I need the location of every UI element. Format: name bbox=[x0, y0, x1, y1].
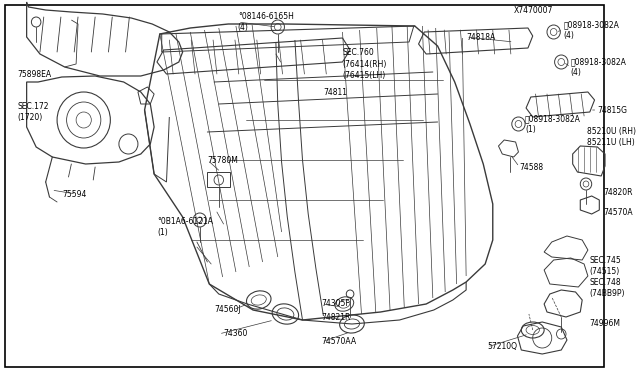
Text: SEC.745
(74515)
SEC.748
(74BB9P): SEC.745 (74515) SEC.748 (74BB9P) bbox=[590, 256, 625, 298]
Text: 74588: 74588 bbox=[520, 163, 543, 171]
Text: 74570A: 74570A bbox=[603, 208, 633, 217]
Text: 75780M: 75780M bbox=[207, 155, 238, 164]
Text: 85210U (RH)
85211U (LH): 85210U (RH) 85211U (LH) bbox=[587, 127, 636, 147]
Text: SEC.172
(1720): SEC.172 (1720) bbox=[17, 102, 49, 122]
Text: 74305F: 74305F bbox=[321, 299, 350, 308]
Text: 74996M: 74996M bbox=[590, 320, 621, 328]
Text: 74820R: 74820R bbox=[603, 187, 632, 196]
Text: 74360: 74360 bbox=[223, 330, 248, 339]
Text: ⓝ08918-3082A
(1): ⓝ08918-3082A (1) bbox=[525, 114, 581, 134]
Text: °08146-6165H
(4): °08146-6165H (4) bbox=[238, 12, 294, 32]
Text: ⓝ08918-3082A
(4): ⓝ08918-3082A (4) bbox=[563, 20, 619, 40]
Text: 74815G: 74815G bbox=[597, 106, 627, 115]
Text: 57210Q: 57210Q bbox=[487, 343, 517, 352]
Text: 74570AA: 74570AA bbox=[321, 337, 356, 346]
Text: °0B1A6-6121A
(1): °0B1A6-6121A (1) bbox=[157, 217, 213, 237]
Text: ⓝ08918-3082A
(4): ⓝ08918-3082A (4) bbox=[571, 57, 627, 77]
Text: X7470007: X7470007 bbox=[514, 6, 553, 15]
Text: 74811: 74811 bbox=[323, 87, 348, 96]
Text: 75594: 75594 bbox=[63, 189, 87, 199]
Text: SEC.760
(76414(RH)
(76415(LH): SEC.760 (76414(RH) (76415(LH) bbox=[342, 48, 387, 80]
Text: 74560J: 74560J bbox=[214, 305, 241, 314]
Text: 75898EA: 75898EA bbox=[17, 70, 51, 78]
Text: 74818A: 74818A bbox=[466, 32, 495, 42]
Text: 74821R: 74821R bbox=[321, 312, 351, 321]
